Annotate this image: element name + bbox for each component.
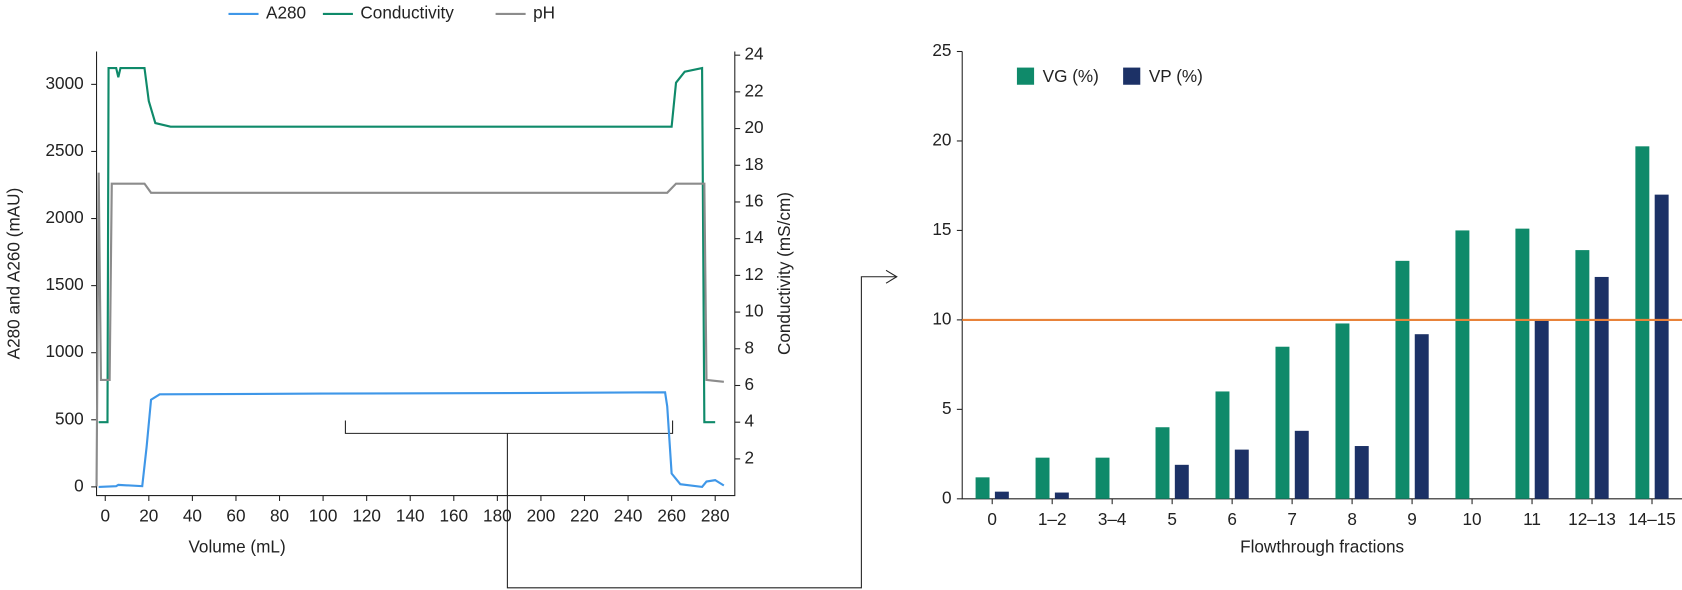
bar — [1275, 346, 1290, 499]
axis — [961, 51, 1682, 500]
bar — [1534, 319, 1549, 499]
y2-axis-label: Conductivity (mS/cm) — [774, 192, 794, 355]
x-tick-label: 160 — [439, 506, 468, 526]
x-tick-label: 200 — [527, 506, 556, 526]
y2-tick-label: 2 — [744, 447, 754, 467]
x-tick-label: 220 — [570, 506, 599, 526]
x-tick-label: 100 — [309, 506, 338, 526]
y2-tick-label: 10 — [744, 301, 763, 321]
bar — [994, 491, 1009, 499]
bar — [1335, 323, 1350, 499]
legend-label: VG (%) — [1043, 66, 1099, 86]
x-tick-label: 12–13 — [1568, 509, 1616, 529]
axis — [96, 51, 736, 497]
bar — [1635, 146, 1650, 499]
x-tick-label: 180 — [483, 506, 512, 526]
y2-tick-label: 14 — [744, 227, 764, 247]
x-tick-label: 40 — [183, 506, 202, 526]
bar — [1594, 276, 1609, 499]
y-tick-label: 5 — [942, 398, 952, 418]
legend-label: VP (%) — [1149, 66, 1203, 86]
x-tick-label: 10 — [1463, 509, 1482, 529]
y-tick-label: 0 — [74, 475, 84, 495]
x-tick-label: 6 — [1227, 509, 1237, 529]
y-tick-label: 2000 — [45, 207, 83, 227]
bar — [1654, 194, 1669, 499]
x-tick-label: 260 — [657, 506, 686, 526]
bar — [1515, 228, 1530, 499]
y-tick-label: 3000 — [45, 73, 83, 93]
x-tick-label: 11 — [1523, 509, 1541, 529]
y-tick-label: 1500 — [45, 274, 83, 294]
legend-label: A280 — [266, 2, 306, 22]
series-line — [95, 172, 724, 487]
y2-tick-label: 18 — [744, 154, 763, 174]
x-tick-label: 60 — [226, 506, 245, 526]
x-axis-label: Flowthrough fractions — [1240, 537, 1404, 557]
x-axis-label: Volume (mL) — [188, 537, 285, 557]
x-tick-label: 80 — [270, 506, 289, 526]
x-tick-label: 1–2 — [1038, 509, 1067, 529]
bar — [1354, 446, 1369, 499]
legend-label: Conductivity — [360, 2, 454, 22]
y2-tick-label: 6 — [744, 374, 754, 394]
bar — [975, 477, 990, 499]
y-tick-label: 500 — [55, 408, 84, 428]
y-tick-label: 0 — [942, 487, 952, 507]
y2-tick-label: 24 — [744, 44, 764, 64]
y2-tick-label: 22 — [744, 80, 763, 100]
bar — [1155, 427, 1170, 499]
x-tick-label: 120 — [352, 506, 381, 526]
y-tick-label: 25 — [932, 40, 951, 60]
y2-tick-label: 4 — [744, 411, 754, 431]
y2-tick-label: 8 — [744, 337, 754, 357]
bar — [1575, 250, 1590, 499]
x-tick-label: 3–4 — [1098, 509, 1127, 529]
x-tick-label: 280 — [701, 506, 730, 526]
x-tick-label: 140 — [396, 506, 425, 526]
legend-swatch — [1016, 67, 1035, 85]
x-tick-label: 7 — [1287, 509, 1297, 529]
y-tick-label: 20 — [932, 129, 951, 149]
bar — [1395, 260, 1410, 499]
x-tick-label: 20 — [139, 506, 158, 526]
y-tick-label: 1000 — [45, 341, 83, 361]
bar — [1035, 457, 1050, 499]
y-axis-label: A280 and A260 (mAU) — [4, 188, 24, 360]
x-tick-label: 0 — [987, 509, 997, 529]
bar — [1414, 334, 1429, 499]
connector — [344, 276, 897, 589]
legend-label: pH — [533, 2, 555, 22]
bar — [1294, 430, 1309, 499]
y-tick-label: 10 — [932, 308, 951, 328]
series-line — [98, 66, 716, 424]
y-tick-label: 15 — [932, 219, 951, 239]
y2-tick-label: 20 — [744, 117, 763, 137]
arrowhead — [885, 269, 898, 284]
bar — [1095, 457, 1110, 499]
bar — [1054, 492, 1069, 499]
bar — [1174, 464, 1189, 499]
x-tick-label: 8 — [1347, 509, 1357, 529]
y2-tick-label: 16 — [744, 191, 763, 211]
legend-swatch — [1123, 67, 1141, 85]
y2-tick-label: 12 — [744, 264, 763, 284]
x-tick-label: 5 — [1167, 509, 1177, 529]
series-line — [98, 391, 725, 489]
x-tick-label: 0 — [100, 506, 110, 526]
bar — [1215, 391, 1230, 499]
x-tick-label: 9 — [1407, 509, 1417, 529]
x-tick-label: 240 — [614, 506, 643, 526]
bar — [1455, 230, 1470, 499]
bar — [1234, 449, 1249, 499]
y-tick-label: 2500 — [45, 140, 83, 160]
x-tick-label: 14–15 — [1628, 509, 1676, 529]
